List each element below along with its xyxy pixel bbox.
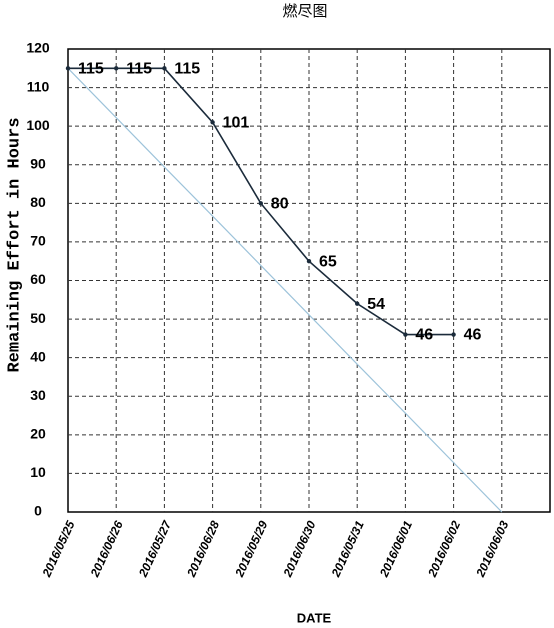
data-label: 101 bbox=[223, 115, 250, 132]
y-axis-label: Remaining Effort in Hours bbox=[5, 117, 24, 372]
x-tick-label: 2016/05/29 bbox=[232, 518, 271, 580]
x-tick-label: 2016/06/28 bbox=[184, 518, 223, 580]
point bbox=[306, 259, 312, 264]
point bbox=[114, 66, 119, 71]
y-tick-label: 50 bbox=[30, 310, 46, 326]
y-tick-label: 30 bbox=[30, 387, 46, 403]
point bbox=[210, 120, 215, 125]
point bbox=[162, 66, 167, 71]
y-tick-label: 0 bbox=[34, 503, 42, 519]
chart-title: 燃尽图 bbox=[282, 2, 327, 20]
data-label: 115 bbox=[174, 61, 200, 78]
series-line bbox=[67, 67, 503, 513]
point bbox=[258, 201, 263, 206]
y-tick-label: 100 bbox=[26, 117, 50, 133]
y-tick-label: 120 bbox=[26, 40, 50, 56]
y-tick-label: 20 bbox=[30, 426, 46, 442]
x-tick-label: 2016/05/25 bbox=[39, 518, 78, 580]
x-axis-label: DATE bbox=[297, 610, 332, 625]
x-tick-label: 2016/06/30 bbox=[280, 518, 319, 580]
x-tick-label: 2016/05/31 bbox=[328, 518, 367, 580]
y-tick-label: 80 bbox=[30, 194, 46, 210]
point bbox=[403, 332, 408, 337]
x-tick-label: 2016/06/01 bbox=[376, 518, 415, 580]
data-label: 46 bbox=[464, 327, 482, 344]
point bbox=[451, 332, 456, 337]
data-label: 115 bbox=[78, 61, 104, 78]
y-tick-label: 110 bbox=[27, 78, 50, 94]
y-tick-label: 70 bbox=[30, 233, 46, 249]
data-label: 80 bbox=[271, 196, 289, 213]
y-tick-label: 90 bbox=[30, 155, 46, 171]
x-tick-label: 2016/06/26 bbox=[87, 518, 126, 580]
y-tick-label: 60 bbox=[30, 271, 46, 287]
point bbox=[355, 301, 360, 306]
x-tick-label: 2016/05/27 bbox=[135, 517, 174, 579]
data-label: 46 bbox=[415, 327, 433, 344]
y-tick-label: 10 bbox=[30, 464, 46, 480]
data-label: 115 bbox=[126, 61, 152, 78]
data-label: 54 bbox=[367, 296, 385, 313]
point bbox=[65, 66, 71, 71]
data-label: 65 bbox=[319, 253, 337, 270]
y-tick-label: 40 bbox=[30, 348, 46, 364]
x-tick-label: 2016/06/03 bbox=[473, 518, 512, 580]
x-tick-label: 2016/06/02 bbox=[425, 518, 464, 580]
